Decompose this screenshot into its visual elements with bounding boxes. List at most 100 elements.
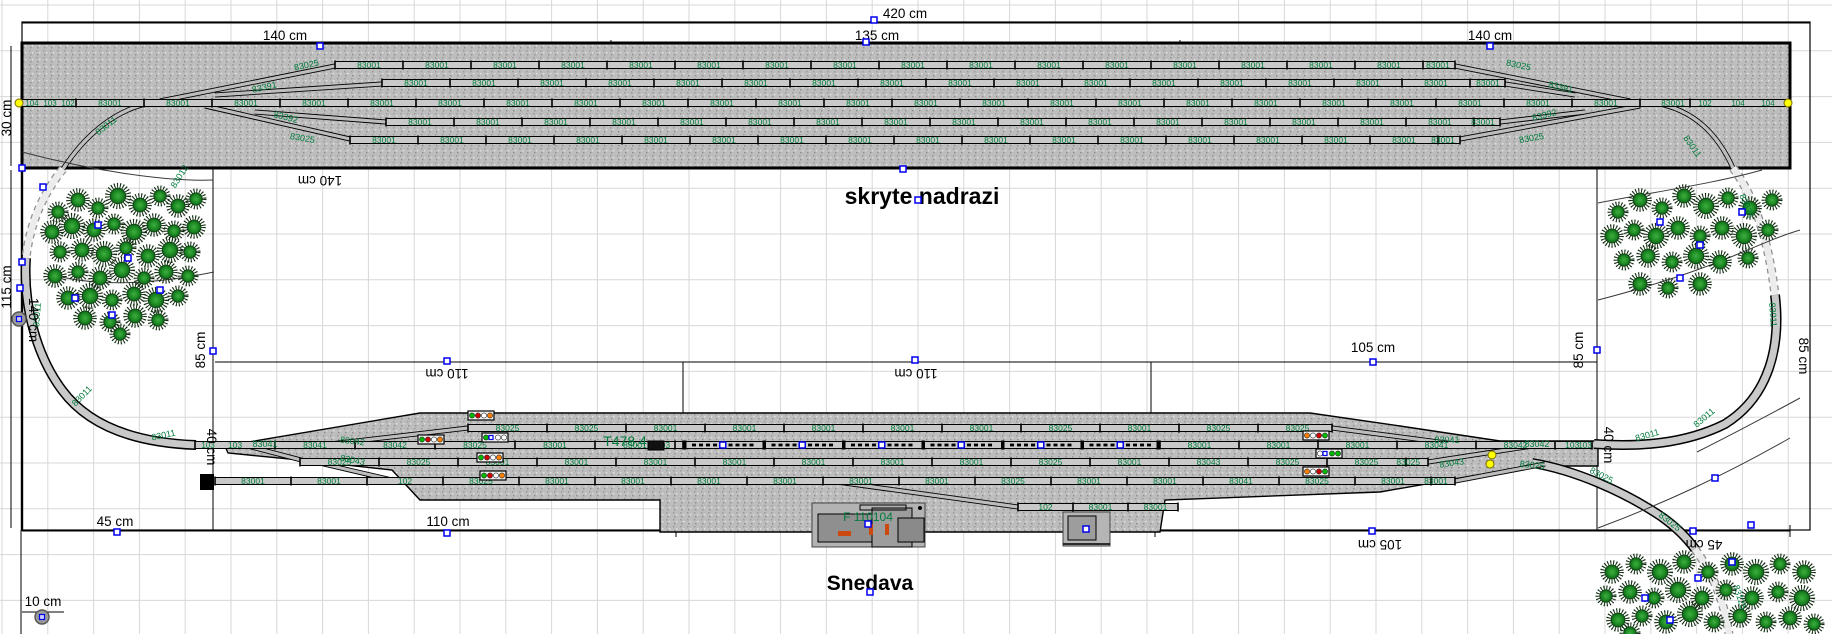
svg-text:83001: 83001 [506, 98, 530, 108]
svg-text:83001: 83001 [916, 135, 940, 145]
svg-text:83025: 83025 [1518, 131, 1544, 145]
svg-text:83001: 83001 [948, 78, 972, 88]
svg-text:83025: 83025 [469, 476, 493, 486]
svg-text:83001: 83001 [1188, 135, 1212, 145]
station-building[interactable] [811, 502, 926, 548]
svg-text:103: 103 [1565, 440, 1579, 450]
svg-text:83001: 83001 [302, 98, 326, 108]
svg-text:83001: 83001 [1426, 60, 1450, 70]
svg-text:45 cm: 45 cm [97, 514, 134, 529]
svg-text:83001: 83001 [1156, 117, 1180, 127]
svg-text:83001: 83001 [1476, 78, 1500, 88]
svg-text:104: 104 [25, 99, 39, 108]
svg-text:83001: 83001 [1392, 135, 1416, 145]
svg-text:83001: 83001 [440, 135, 464, 145]
svg-text:83025: 83025 [407, 457, 431, 467]
svg-text:40 cm: 40 cm [204, 429, 219, 466]
svg-text:83001: 83001 [1381, 476, 1405, 486]
svg-text:83001: 83001 [1241, 60, 1265, 70]
svg-text:83043: 83043 [1438, 456, 1464, 469]
svg-text:83001: 83001 [816, 117, 840, 127]
svg-text:F 110104: F 110104 [843, 510, 893, 524]
svg-text:83001: 83001 [1084, 78, 1108, 88]
svg-text:83001: 83001 [608, 78, 632, 88]
svg-text:83001: 83001 [425, 60, 449, 70]
svg-text:83001: 83001 [404, 78, 428, 88]
svg-text:83001: 83001 [644, 457, 668, 467]
flex-track-sections[interactable] [682, 440, 1161, 450]
svg-text:83001: 83001 [848, 135, 872, 145]
svg-text:83001: 83001 [1390, 98, 1414, 108]
trees-left-cluster[interactable] [40, 182, 207, 345]
svg-text:40 cm: 40 cm [1601, 427, 1616, 464]
reference-pins[interactable] [11, 311, 50, 625]
svg-text:83001: 83001 [644, 135, 668, 145]
svg-text:83001: 83001 [849, 476, 873, 486]
svg-text:83001: 83001 [472, 78, 496, 88]
svg-text:83001: 83001 [697, 476, 721, 486]
trees-bottom-right-cluster[interactable] [1595, 550, 1825, 634]
hidden-yard-tracks[interactable]: 83001 83001 83001 83001 83001 83001 83001 83001… [21, 60, 1789, 145]
svg-text:83001: 83001 [234, 98, 258, 108]
svg-text:83001: 83001 [733, 423, 757, 433]
svg-text:10 cm: 10 cm [25, 594, 62, 609]
svg-text:83001: 83001 [574, 98, 598, 108]
svg-text:83001: 83001 [1360, 117, 1384, 127]
svg-text:102: 102 [61, 99, 75, 108]
svg-text:115 cm: 115 cm [0, 265, 14, 308]
svg-text:83001: 83001 [317, 476, 341, 486]
svg-text:83041: 83041 [1425, 440, 1449, 450]
svg-text:skryte nadrazi: skryte nadrazi [845, 183, 1000, 209]
svg-text:83001: 83001 [712, 135, 736, 145]
svg-text:420 cm: 420 cm [883, 6, 927, 21]
svg-text:103: 103 [228, 440, 242, 450]
svg-text:83011: 83011 [31, 302, 43, 327]
svg-text:83001: 83001 [901, 60, 925, 70]
svg-text:83001: 83001 [1224, 117, 1248, 127]
svg-text:105 cm: 105 cm [1358, 537, 1402, 552]
svg-text:135 cm: 135 cm [855, 28, 899, 43]
svg-text:83025: 83025 [1207, 423, 1231, 433]
selection-handles[interactable] [16, 16, 1755, 624]
track-accessories[interactable] [200, 440, 665, 490]
svg-text:83001: 83001 [880, 78, 904, 88]
svg-text:83001: 83001 [1153, 476, 1177, 486]
svg-text:Snedava: Snedava [827, 572, 914, 595]
svg-text:110 cm: 110 cm [425, 366, 468, 381]
trees-top-right-cluster[interactable] [1600, 184, 1783, 299]
svg-text:85 cm: 85 cm [1571, 332, 1586, 369]
svg-text:83041: 83041 [1229, 476, 1253, 486]
svg-text:83001: 83001 [1322, 98, 1346, 108]
svg-text:83001: 83001 [98, 98, 122, 108]
svg-text:102: 102 [398, 476, 412, 486]
svg-text:83041: 83041 [252, 439, 277, 449]
svg-text:83001: 83001 [1089, 502, 1113, 512]
svg-text:83001: 83001 [544, 117, 568, 127]
svg-text:83025: 83025 [463, 440, 487, 450]
svg-text:83001: 83001 [780, 135, 804, 145]
svg-text:83001: 83001 [493, 60, 517, 70]
signal-markers[interactable] [417, 410, 1343, 481]
svg-text:83042: 83042 [383, 440, 407, 450]
svg-text:83001: 83001 [357, 60, 381, 70]
svg-text:83125: 83125 [1731, 584, 1748, 611]
svg-text:83001: 83001 [654, 423, 678, 433]
svg-text:83001: 83001 [1105, 60, 1129, 70]
track-endpoint-nodes[interactable] [14, 98, 1793, 469]
svg-text:83001: 83001 [1118, 98, 1142, 108]
svg-text:102: 102 [1698, 99, 1712, 108]
track-curves[interactable] [20, 100, 1782, 634]
svg-text:104: 104 [1761, 99, 1775, 108]
svg-text:83001: 83001 [561, 60, 585, 70]
svg-text:30 cm: 30 cm [0, 100, 14, 137]
svg-text:83001: 83001 [623, 440, 647, 450]
station-tracks[interactable]: 83025 83025 83001 83001 83001 83001 83001 83025… [194, 423, 1593, 512]
svg-text:83001: 83001 [1052, 135, 1076, 145]
svg-text:83001: 83001 [1186, 98, 1210, 108]
svg-text:83041: 83041 [1434, 435, 1459, 445]
svg-text:83001: 83001 [438, 98, 462, 108]
svg-text:83001: 83001 [1377, 60, 1401, 70]
svg-text:83001: 83001 [1077, 476, 1101, 486]
